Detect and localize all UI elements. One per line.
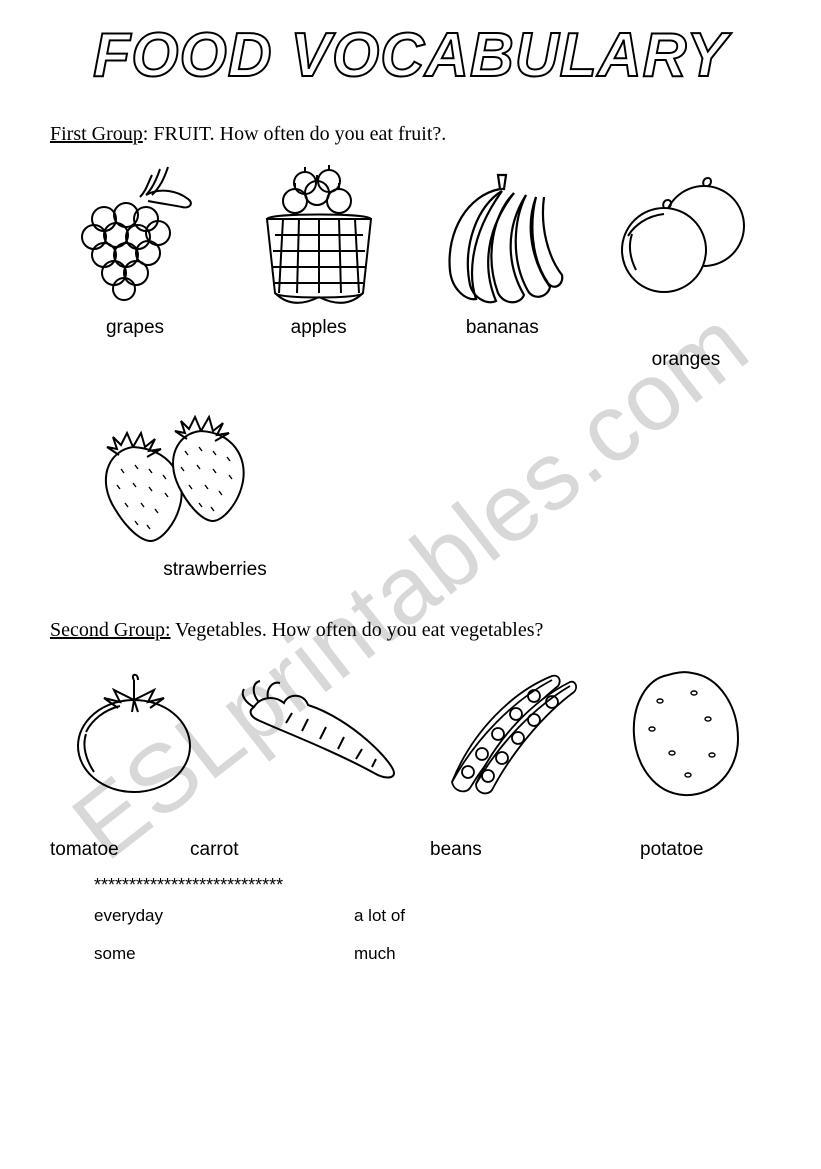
item-strawberries: strawberries bbox=[50, 403, 310, 581]
group1-label: First Group bbox=[50, 123, 143, 145]
item-bananas: bananas bbox=[417, 161, 587, 371]
strawberries-label: strawberries bbox=[163, 559, 266, 581]
potatoe-label: potatoe bbox=[640, 839, 760, 861]
veg-row bbox=[50, 657, 771, 833]
carrot-image bbox=[234, 657, 404, 807]
group1-text: : FRUIT. How often do you eat fruit?. bbox=[143, 123, 446, 145]
oranges-image bbox=[601, 161, 771, 311]
wordbank-alotof: a lot of bbox=[354, 906, 614, 926]
bananas-label: bananas bbox=[466, 317, 539, 339]
item-potatoe bbox=[601, 657, 771, 807]
worksheet-page: FOOD VOCABULARY First Group: FRUIT. How … bbox=[0, 0, 821, 994]
group2-label: Second Group: bbox=[50, 619, 171, 641]
apples-label: apples bbox=[291, 317, 347, 339]
veg-labels-row: tomatoe carrot beans potatoe bbox=[50, 839, 771, 861]
wordbank: everyday a lot of some much bbox=[94, 906, 771, 964]
fruit-row-1: grapes apples bbox=[50, 161, 771, 397]
fruit-row-2: strawberries bbox=[50, 403, 771, 607]
group2-text: Vegetables. How often do you eat vegetab… bbox=[171, 619, 544, 641]
beans-label: beans bbox=[430, 839, 640, 861]
page-title: FOOD VOCABULARY bbox=[57, 20, 764, 91]
apples-image bbox=[234, 161, 404, 311]
wordbank-some: some bbox=[94, 944, 354, 964]
item-carrot bbox=[234, 657, 404, 807]
group1-heading: First Group: FRUIT. How often do you eat… bbox=[50, 119, 771, 149]
item-grapes: grapes bbox=[50, 161, 220, 371]
wordbank-much: much bbox=[354, 944, 614, 964]
grapes-label: grapes bbox=[106, 317, 164, 339]
item-beans bbox=[417, 657, 587, 807]
strawberries-image bbox=[80, 403, 280, 553]
tomatoe-label: tomatoe bbox=[50, 839, 190, 861]
carrot-label: carrot bbox=[190, 839, 430, 861]
divider-stars: *************************** bbox=[94, 875, 771, 896]
grapes-image bbox=[50, 161, 220, 311]
item-tomatoe bbox=[50, 657, 220, 807]
item-apples: apples bbox=[234, 161, 404, 371]
item-oranges: oranges bbox=[601, 161, 771, 371]
group2-heading: Second Group: Vegetables. How often do y… bbox=[50, 615, 771, 645]
wordbank-everyday: everyday bbox=[94, 906, 354, 926]
tomatoe-image bbox=[50, 657, 220, 807]
oranges-label: oranges bbox=[652, 349, 721, 371]
beans-image bbox=[417, 657, 587, 807]
potatoe-image bbox=[601, 657, 771, 807]
bananas-image bbox=[417, 161, 587, 311]
